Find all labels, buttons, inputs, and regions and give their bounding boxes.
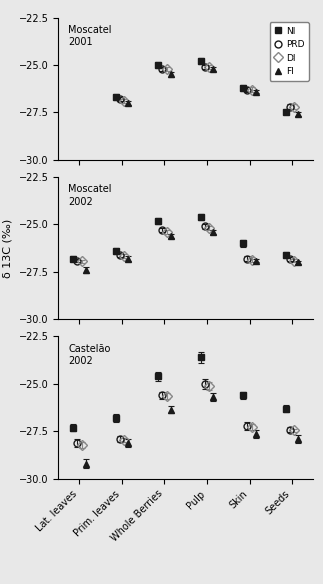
Text: Castelão
2002: Castelão 2002: [68, 343, 111, 366]
Text: Moscatel
2001: Moscatel 2001: [68, 25, 112, 47]
Legend: NI, PRD, DI, FI: NI, PRD, DI, FI: [269, 22, 309, 81]
Y-axis label: δ 13C (‰): δ 13C (‰): [3, 218, 13, 278]
Text: Moscatel
2002: Moscatel 2002: [68, 184, 112, 207]
